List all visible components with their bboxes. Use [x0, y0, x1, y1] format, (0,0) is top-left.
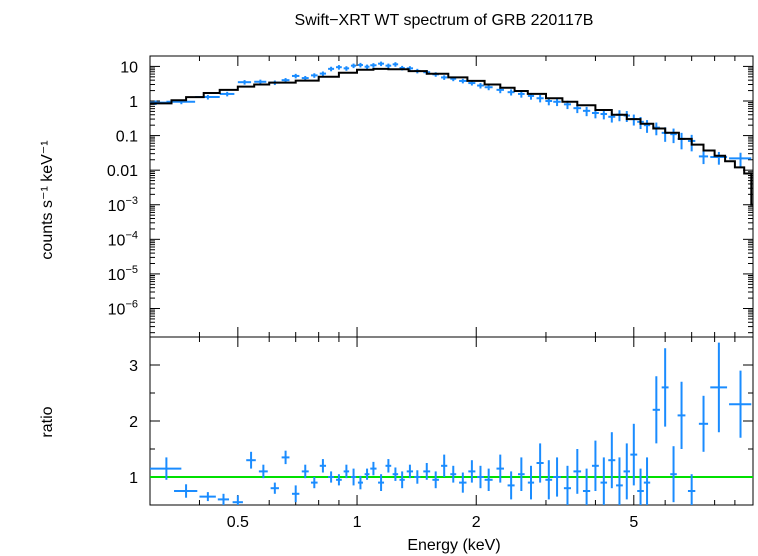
chart-title: Swift−XRT WT spectrum of GRB 220117B	[295, 12, 594, 29]
x-tick-label: 5	[629, 514, 638, 531]
ratio-y-tick-label: 1	[129, 470, 138, 487]
y-tick-label: 10−6	[108, 299, 138, 319]
ratio-panel-frame	[149, 336, 754, 506]
y-tick-label: 1	[129, 94, 138, 111]
ratio-y-axis-label: ratio	[39, 406, 56, 437]
y-tick-label: 10−4	[108, 229, 138, 249]
y-tick-label: 10−5	[108, 264, 138, 284]
spectrum-panel-frame	[149, 55, 754, 338]
y-tick-label: 0.01	[107, 163, 138, 180]
x-tick-label: 1	[353, 514, 362, 531]
spectrum-y-axis-label: counts s⁻¹ keV⁻¹	[39, 140, 56, 259]
ratio-y-tick-label: 2	[129, 414, 138, 431]
ratio-axis-ticks: 1 2 3	[129, 336, 753, 506]
y-tick-label: 10	[120, 59, 138, 76]
ratio-data-points	[150, 342, 752, 505]
y-tick-label: 10−3	[108, 195, 138, 215]
x-axis-ticks: 0.5 1 2 5	[149, 56, 736, 531]
x-axis-label: Energy (keV)	[407, 537, 500, 554]
x-tick-label: 0.5	[227, 514, 249, 531]
x-tick-label: 2	[472, 514, 481, 531]
spectrum-axis-ticks: 10 1 0.1 0.01 10−3 10−4 10−5 10−6	[107, 55, 753, 334]
model-step-line	[150, 67, 753, 206]
y-tick-label: 0.1	[116, 129, 138, 146]
ratio-y-tick-label: 3	[129, 358, 138, 375]
